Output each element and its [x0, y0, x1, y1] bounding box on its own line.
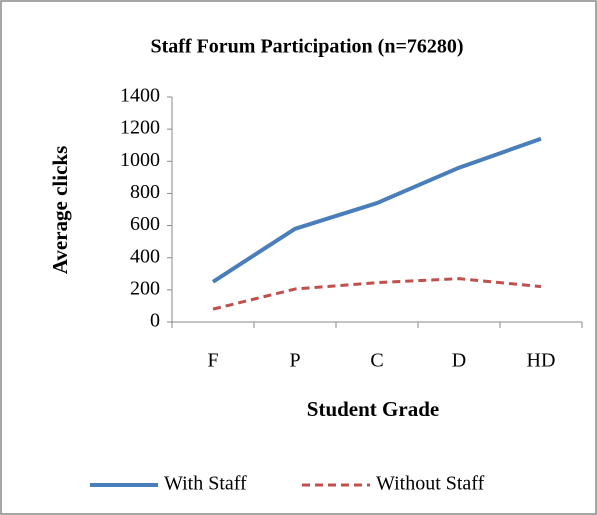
- x-tick-label: P: [289, 350, 300, 372]
- y-tick-label: 1400: [120, 85, 160, 107]
- x-tick-label: D: [452, 350, 466, 372]
- data-line: [211, 136, 542, 284]
- x-tick-label: HD: [527, 350, 556, 372]
- legend-label: Without Staff: [376, 473, 485, 495]
- y-axis-title: Average clicks: [48, 146, 72, 274]
- y-tick-label: 0: [150, 310, 160, 332]
- y-tick-label: 400: [130, 245, 160, 267]
- x-axis-title: Student Grade: [307, 397, 439, 421]
- y-tick-label: 800: [130, 181, 160, 203]
- chart-title: Staff Forum Participation (n=76280): [150, 36, 463, 58]
- y-tick-label: 1000: [120, 149, 160, 171]
- data-line: [212, 277, 542, 311]
- x-tick-label: C: [370, 350, 383, 372]
- x-tick-label: F: [207, 350, 218, 372]
- y-tick-label: 1200: [120, 117, 160, 139]
- y-tick-label: 200: [130, 277, 160, 299]
- y-tick-label: 600: [130, 213, 160, 235]
- legend-label: With Staff: [164, 473, 247, 495]
